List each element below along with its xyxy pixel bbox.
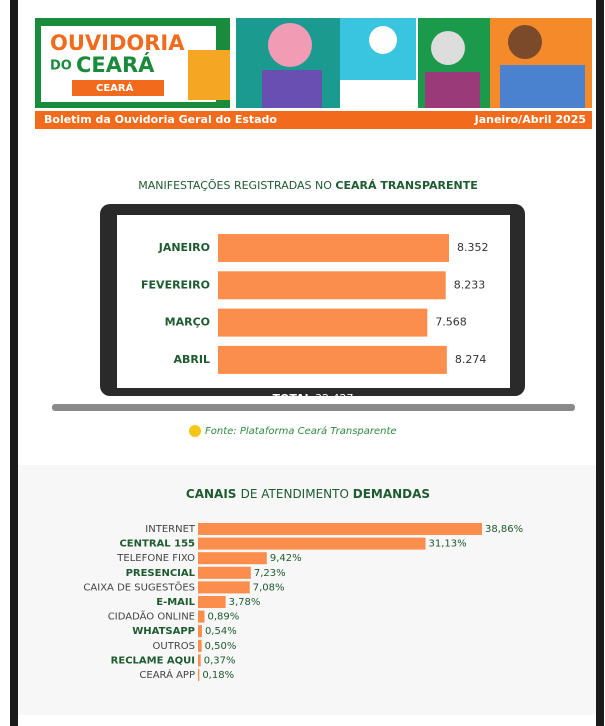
section-bg <box>18 465 596 715</box>
category-label: CIDADÃO ONLINE <box>108 610 195 623</box>
bar <box>218 308 428 337</box>
category-label: RECLAME AQUI <box>111 655 195 666</box>
category-label: INTERNET <box>145 524 196 535</box>
logo-text: OUVIDORIA <box>50 31 185 55</box>
bar <box>198 610 205 623</box>
source: Fonte: Plataforma Ceará Transparente <box>205 425 397 437</box>
badge: CEARÁ <box>96 81 134 94</box>
value-label: 3,78% <box>229 597 261 608</box>
bar <box>198 566 251 579</box>
value-label: 0,89% <box>208 612 240 623</box>
category-label: E-MAIL <box>156 597 195 608</box>
illustration <box>508 25 542 59</box>
title-part: CEARÁ TRANSPARENTE <box>335 179 477 192</box>
logo-text: CEARÁ <box>76 52 155 77</box>
bar <box>198 552 267 565</box>
bar <box>218 234 449 262</box>
value-label: 8.274 <box>455 353 487 366</box>
category-label: ABRIL <box>174 353 210 366</box>
illustration <box>268 23 312 67</box>
category-label: CEARÁ APP <box>139 668 195 681</box>
source-icon <box>189 425 201 437</box>
bar <box>198 537 426 550</box>
value-label: 7,08% <box>253 582 285 593</box>
bar <box>198 669 200 681</box>
category-label: TELEFONE FIXO <box>116 553 195 564</box>
value-label: 8.352 <box>457 241 489 254</box>
strip-title: Boletim da Ouvidoria Geral do Estado <box>44 113 277 126</box>
bar <box>198 625 202 638</box>
title-part: MANIFESTAÇÕES REGISTRADAS NO <box>138 179 335 192</box>
bar <box>218 345 447 374</box>
value-label: 8.233 <box>454 278 486 291</box>
banner: OUVIDORIA DO CEARÁ CEARÁ Boletim da Ouvi… <box>35 18 592 129</box>
bar <box>198 581 250 594</box>
category-label: JANEIRO <box>158 241 210 254</box>
illustration <box>340 80 416 108</box>
bar <box>198 523 482 535</box>
right-border <box>596 0 604 726</box>
laptop-base <box>52 404 575 411</box>
category-label: CENTRAL 155 <box>119 539 195 550</box>
bar <box>198 639 202 652</box>
badge-bg <box>72 80 164 96</box>
category-label: PRESENCIAL <box>126 568 196 579</box>
illustration <box>431 31 465 65</box>
bar <box>198 654 201 667</box>
chart-title: CANAIS DE ATENDIMENTO DEMANDAS <box>186 487 430 501</box>
megaphone <box>188 50 230 100</box>
title-part: DEMANDAS <box>353 487 430 501</box>
strip <box>35 111 592 129</box>
value-label: 0,18% <box>202 670 234 681</box>
category-label: CAIXA DE SUGESTÕES <box>83 580 195 593</box>
total-label: TOTAL <box>272 392 311 405</box>
strip-date: Janeiro/Abril 2025 <box>474 113 586 126</box>
bar <box>198 596 226 608</box>
value-label: 0,50% <box>205 641 237 652</box>
chart-title: MANIFESTAÇÕES REGISTRADAS NO CEARÁ TRANS… <box>138 179 477 192</box>
category-label: OUTROS <box>153 641 195 652</box>
left-border <box>10 0 18 726</box>
title-part: CANAIS <box>186 487 241 501</box>
category-label: FEVEREIRO <box>141 278 210 291</box>
illustration <box>369 26 397 54</box>
value-label: 7,23% <box>254 568 286 579</box>
logo-text: DO <box>50 59 72 74</box>
value-label: 9,42% <box>270 553 302 564</box>
category-label: MARÇO <box>165 316 210 329</box>
value-label: 7.568 <box>435 316 467 329</box>
illustration <box>425 72 480 108</box>
total: TOTAL 32.427 <box>272 392 353 405</box>
value-label: 31,13% <box>429 539 467 550</box>
value-label: 0,54% <box>205 626 237 637</box>
total-value: 32.427 <box>315 392 354 405</box>
value-label: 0,37% <box>204 655 236 666</box>
value-label: 38,86% <box>485 524 523 535</box>
illustration <box>262 70 322 108</box>
title-part: DE ATENDIMENTO <box>241 487 353 501</box>
illustration <box>500 65 585 108</box>
bar <box>218 271 446 300</box>
category-label: WHATSAPP <box>132 626 195 637</box>
